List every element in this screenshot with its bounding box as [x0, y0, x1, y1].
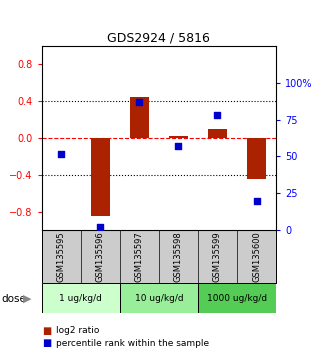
Bar — [42, 283, 120, 313]
Point — [176, 143, 181, 149]
Point — [59, 151, 64, 156]
Bar — [169, 136, 188, 138]
Text: dose: dose — [2, 294, 26, 304]
Text: 10 ug/kg/d: 10 ug/kg/d — [134, 294, 183, 303]
Bar — [247, 138, 266, 179]
Text: ▶: ▶ — [23, 294, 32, 304]
Text: log2 ratio: log2 ratio — [56, 326, 100, 336]
Text: GSM135600: GSM135600 — [252, 231, 261, 282]
Text: GSM135599: GSM135599 — [213, 231, 222, 282]
Text: GSM135595: GSM135595 — [57, 231, 66, 282]
Point — [254, 198, 259, 204]
Text: GSM135598: GSM135598 — [174, 231, 183, 282]
Bar — [130, 97, 149, 138]
Text: 1 ug/kg/d: 1 ug/kg/d — [59, 294, 102, 303]
Text: ■: ■ — [42, 338, 51, 348]
Bar — [120, 283, 198, 313]
Bar — [208, 129, 227, 138]
Text: percentile rank within the sample: percentile rank within the sample — [56, 339, 209, 348]
Point — [98, 224, 103, 230]
Text: 1000 ug/kg/d: 1000 ug/kg/d — [207, 294, 267, 303]
Point — [215, 113, 220, 118]
Point — [137, 99, 142, 105]
Text: GSM135597: GSM135597 — [135, 231, 144, 282]
Bar — [91, 138, 110, 216]
Title: GDS2924 / 5816: GDS2924 / 5816 — [108, 32, 210, 45]
Text: ■: ■ — [42, 326, 51, 336]
Bar — [198, 283, 276, 313]
Text: GSM135596: GSM135596 — [96, 231, 105, 282]
